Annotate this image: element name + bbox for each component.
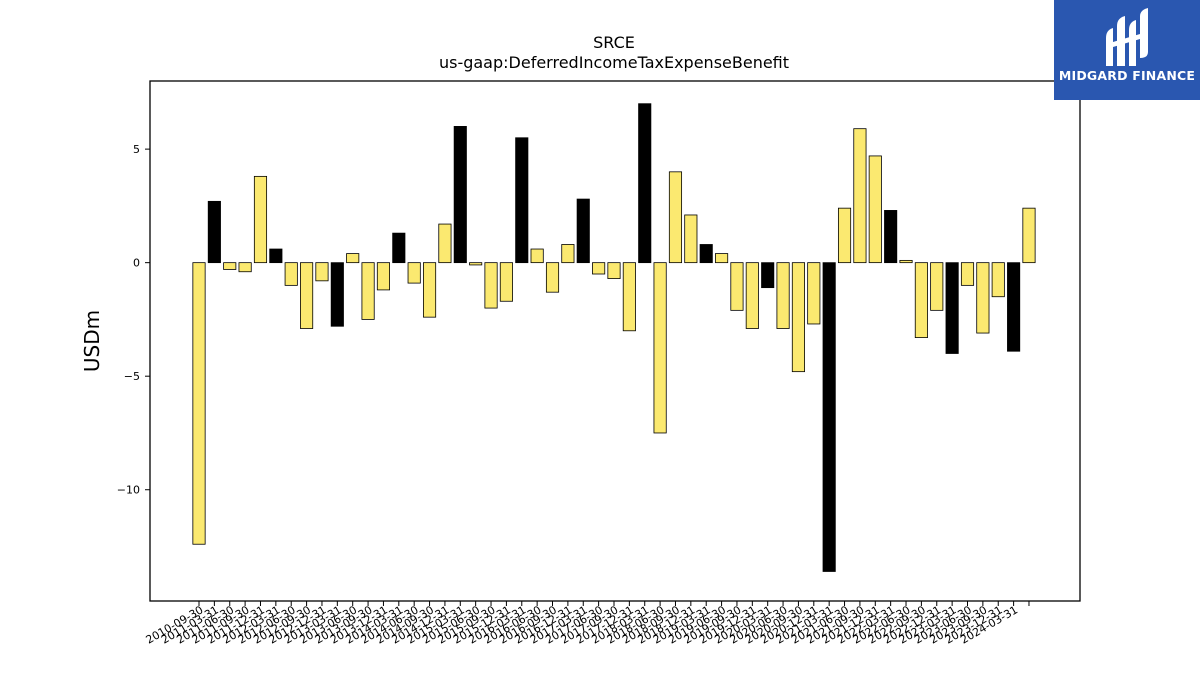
bar <box>300 262 314 329</box>
chart-subtitle: us-gaap:DeferredIncomeTaxExpenseBenefit <box>439 53 789 72</box>
bar <box>192 262 206 545</box>
bar <box>991 262 1005 298</box>
bar <box>945 262 959 354</box>
y-axis-label: USDm <box>80 310 104 372</box>
bar <box>469 262 483 266</box>
bar <box>745 262 759 329</box>
bar <box>422 262 437 318</box>
bar <box>561 244 575 264</box>
bar <box>699 244 713 264</box>
bar <box>853 128 867 264</box>
bar <box>438 223 452 264</box>
chart-title: SRCE <box>593 33 635 52</box>
bar <box>684 214 698 264</box>
bar <box>530 248 544 264</box>
bar <box>761 262 775 289</box>
bar <box>361 262 375 320</box>
bar <box>284 262 298 286</box>
y-tick-label: 5 <box>133 143 140 156</box>
y-tick-label: 0 <box>133 257 140 270</box>
bars-group <box>192 103 1036 572</box>
bar <box>515 137 529 264</box>
bar <box>1022 207 1036 264</box>
midgard-finance-logo: MIDGARD FINANCE <box>1054 0 1200 100</box>
bar <box>392 232 406 264</box>
bar <box>715 253 729 264</box>
bar <box>868 155 882 264</box>
bar <box>622 262 636 332</box>
bar <box>592 262 606 275</box>
bar <box>822 262 836 572</box>
y-tick-label: −10 <box>117 484 140 497</box>
bar <box>976 262 990 334</box>
bar <box>545 262 560 293</box>
bar <box>791 262 805 373</box>
y-tick-label: −5 <box>124 370 140 383</box>
bar <box>315 262 329 282</box>
bar <box>207 200 221 264</box>
bar <box>453 126 467 264</box>
bar <box>499 262 513 302</box>
bar <box>807 262 821 325</box>
bar <box>253 175 268 264</box>
bar <box>930 262 944 311</box>
bar <box>484 262 498 309</box>
bar <box>776 262 790 329</box>
bar <box>1007 262 1021 352</box>
bar <box>884 210 898 264</box>
bar <box>223 262 237 270</box>
bar <box>376 262 390 291</box>
bar <box>576 198 590 264</box>
bar <box>269 248 283 264</box>
bar <box>330 262 344 327</box>
bar <box>899 259 913 264</box>
bar <box>238 262 252 273</box>
bar <box>607 262 621 279</box>
bar <box>346 253 360 264</box>
bar <box>653 262 667 434</box>
bar <box>960 262 975 286</box>
bar <box>638 103 652 264</box>
x-axis: 2010-09-302011-03-312011-06-302011-09-30… <box>144 601 1030 647</box>
midgard-logo-icon <box>1106 8 1148 66</box>
y-axis: −10 −5 0 5 <box>117 143 150 497</box>
bar <box>407 262 421 284</box>
logo-text: MIDGARD FINANCE <box>1058 68 1196 83</box>
bar <box>914 262 928 338</box>
bar <box>730 262 744 311</box>
bar <box>837 207 852 264</box>
plot-frame <box>149 80 1081 602</box>
bar <box>668 171 683 264</box>
